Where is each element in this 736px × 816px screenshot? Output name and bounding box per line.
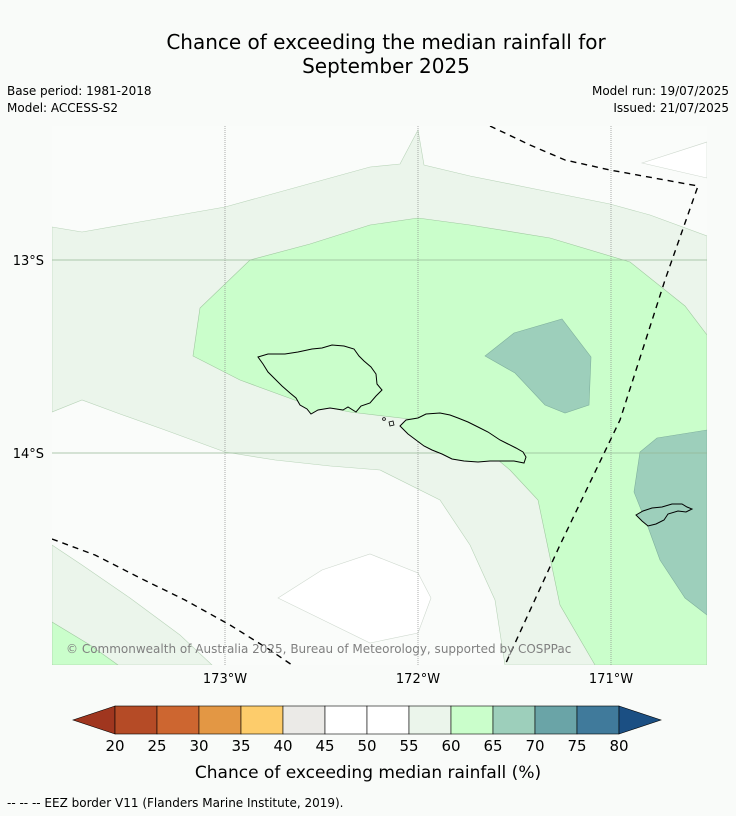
map-title: Chance of exceeding the median rainfall … — [0, 30, 736, 78]
lon-label-171w: 171°W — [589, 672, 633, 687]
colorbar-swatch — [114, 705, 158, 735]
copyright-notice: © Commonwealth of Australia 2025, Bureau… — [66, 642, 571, 656]
colorbar-tick-label: 40 — [273, 737, 292, 755]
lat-label-13s: 13°S — [13, 254, 44, 269]
colorbar-extend-high — [618, 705, 662, 735]
colorbar-swatch — [240, 705, 284, 735]
colorbar-swatch — [198, 705, 242, 735]
apolima-islet — [388, 420, 395, 427]
colorbar-swatch — [324, 705, 368, 735]
colorbar-extend-low — [72, 705, 116, 735]
colorbar-swatches — [72, 705, 662, 735]
issued-date: Issued: 21/07/2025 — [613, 101, 729, 115]
colorbar-swatch — [576, 705, 620, 735]
colorbar-swatch — [282, 705, 326, 735]
colorbar-title: Chance of exceeding median rainfall (%) — [195, 763, 541, 783]
colorbar: 20 25 30 35 40 45 50 55 60 65 70 75 80 Chance of exc… — [72, 705, 662, 783]
tutuila-island — [635, 503, 694, 527]
colorbar-swatch — [366, 705, 410, 735]
title-line-2: September 2025 — [302, 54, 470, 78]
lon-label-173w: 173°W — [203, 672, 247, 687]
manono-islet — [382, 417, 386, 421]
colorbar-tick-label: 50 — [357, 737, 376, 755]
colorbar-swatch — [492, 705, 536, 735]
contour-50-55-northeast — [640, 141, 707, 179]
meta-right: Model run: 19/07/2025 Issued: 21/07/2025 — [592, 83, 729, 117]
title-line-1: Chance of exceeding the median rainfall … — [166, 30, 606, 54]
parallels — [52, 259, 707, 454]
model-run: Model run: 19/07/2025 — [591, 84, 729, 98]
colorbar-tick-label: 80 — [609, 737, 628, 755]
colorbar-tick-label: 70 — [525, 737, 544, 755]
contour-65-70-center — [484, 318, 592, 414]
lat-label-14s: 14°S — [13, 447, 44, 462]
colorbar-tick-label: 60 — [441, 737, 460, 755]
model-name: Model: ACCESS-S2 — [7, 101, 119, 115]
contour-55-60-southwest — [52, 544, 213, 665]
base-period: Base period: 1981-2018 — [7, 84, 152, 98]
contour-60-65-main — [192, 217, 707, 665]
upolu-island — [399, 412, 527, 464]
contour-50-55-south — [277, 553, 432, 644]
colorbar-tick-label: 30 — [189, 737, 208, 755]
colorbar-tick-label: 65 — [483, 737, 502, 755]
colorbar-tick-label: 20 — [105, 737, 124, 755]
colorbar-tick-label: 45 — [315, 737, 334, 755]
colorbar-tick-label: 25 — [147, 737, 166, 755]
colorbar-tick-labels: 20 25 30 35 40 45 50 55 60 65 70 75 80 — [105, 737, 628, 755]
colorbar-swatch — [534, 705, 578, 735]
colorbar-tick-label: 75 — [567, 737, 586, 755]
savaii-island — [257, 344, 383, 415]
lon-label-172w: 172°W — [396, 672, 440, 687]
colorbar-tick-label: 55 — [399, 737, 418, 755]
colorbar-swatch — [450, 705, 494, 735]
eez-border — [52, 126, 699, 665]
contour-65-70-east — [633, 429, 707, 616]
eez-legend-note: -- -- -- EEZ border V11 (Flanders Marine… — [7, 796, 344, 810]
colorbar-swatch — [156, 705, 200, 735]
colorbar-swatch — [408, 705, 452, 735]
map-panel: © Commonwealth of Australia 2025, Bureau… — [52, 126, 707, 665]
colorbar-tick-label: 35 — [231, 737, 250, 755]
meta-left: Base period: 1981-2018 Model: ACCESS-S2 — [7, 83, 152, 117]
contour-60-65-southwest — [52, 621, 119, 665]
